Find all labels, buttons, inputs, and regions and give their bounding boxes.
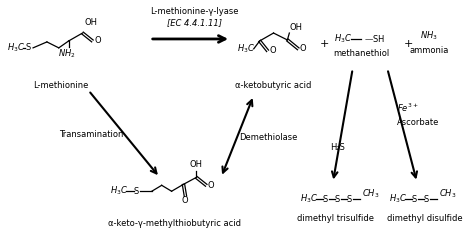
Text: $\mathdefault{—SH}$: $\mathdefault{—SH}$ [364, 33, 385, 44]
Text: O: O [270, 46, 276, 55]
Text: H₂S: H₂S [330, 143, 345, 152]
Text: +: + [403, 39, 413, 49]
Text: [EC 4.4.1.11]: [EC 4.4.1.11] [167, 18, 222, 27]
Text: $H_3C$: $H_3C$ [237, 43, 255, 55]
Text: methanethiol: methanethiol [334, 49, 390, 58]
Text: $CH_3$: $CH_3$ [439, 188, 456, 200]
Text: dimethyl trisulfide: dimethyl trisulfide [297, 215, 374, 223]
Text: $NH_2$: $NH_2$ [58, 48, 75, 60]
Text: OH: OH [84, 18, 98, 27]
Text: O: O [94, 36, 101, 45]
Text: $NH_3$: $NH_3$ [420, 30, 438, 42]
Text: dimethyl disulfide: dimethyl disulfide [387, 215, 463, 223]
Text: $CH_3$: $CH_3$ [362, 188, 379, 200]
Text: S: S [26, 43, 31, 52]
Text: S: S [133, 187, 138, 196]
Text: $H_3C$: $H_3C$ [300, 193, 319, 205]
Text: α-ketobutyric acid: α-ketobutyric acid [235, 81, 312, 90]
Text: O: O [299, 44, 306, 53]
Text: Ascorbate: Ascorbate [397, 118, 439, 126]
Text: OH: OH [289, 23, 302, 31]
Text: $H_3C$: $H_3C$ [7, 42, 26, 54]
Text: OH: OH [190, 160, 203, 169]
Text: $H_3C$: $H_3C$ [334, 33, 352, 45]
Text: Transamination: Transamination [59, 130, 123, 139]
Text: +: + [319, 39, 328, 49]
Text: O: O [207, 181, 214, 190]
Text: S: S [423, 195, 428, 204]
Text: S: S [322, 195, 328, 204]
Text: $H_3C$: $H_3C$ [110, 185, 128, 197]
Text: $Fe^{3+}$: $Fe^{3+}$ [397, 102, 419, 114]
Text: L-methionine-γ-lyase: L-methionine-γ-lyase [150, 7, 238, 16]
Text: S: S [411, 195, 417, 204]
Text: $H_3C$: $H_3C$ [389, 193, 407, 205]
Text: O: O [181, 196, 188, 205]
Text: α-keto-γ-methylthiobutyric acid: α-keto-γ-methylthiobutyric acid [108, 219, 241, 228]
Text: S: S [346, 195, 351, 204]
Text: L-methionine: L-methionine [33, 81, 89, 90]
Text: ammonia: ammonia [409, 46, 448, 55]
Text: S: S [334, 195, 339, 204]
Text: Demethiolase: Demethiolase [239, 133, 297, 142]
